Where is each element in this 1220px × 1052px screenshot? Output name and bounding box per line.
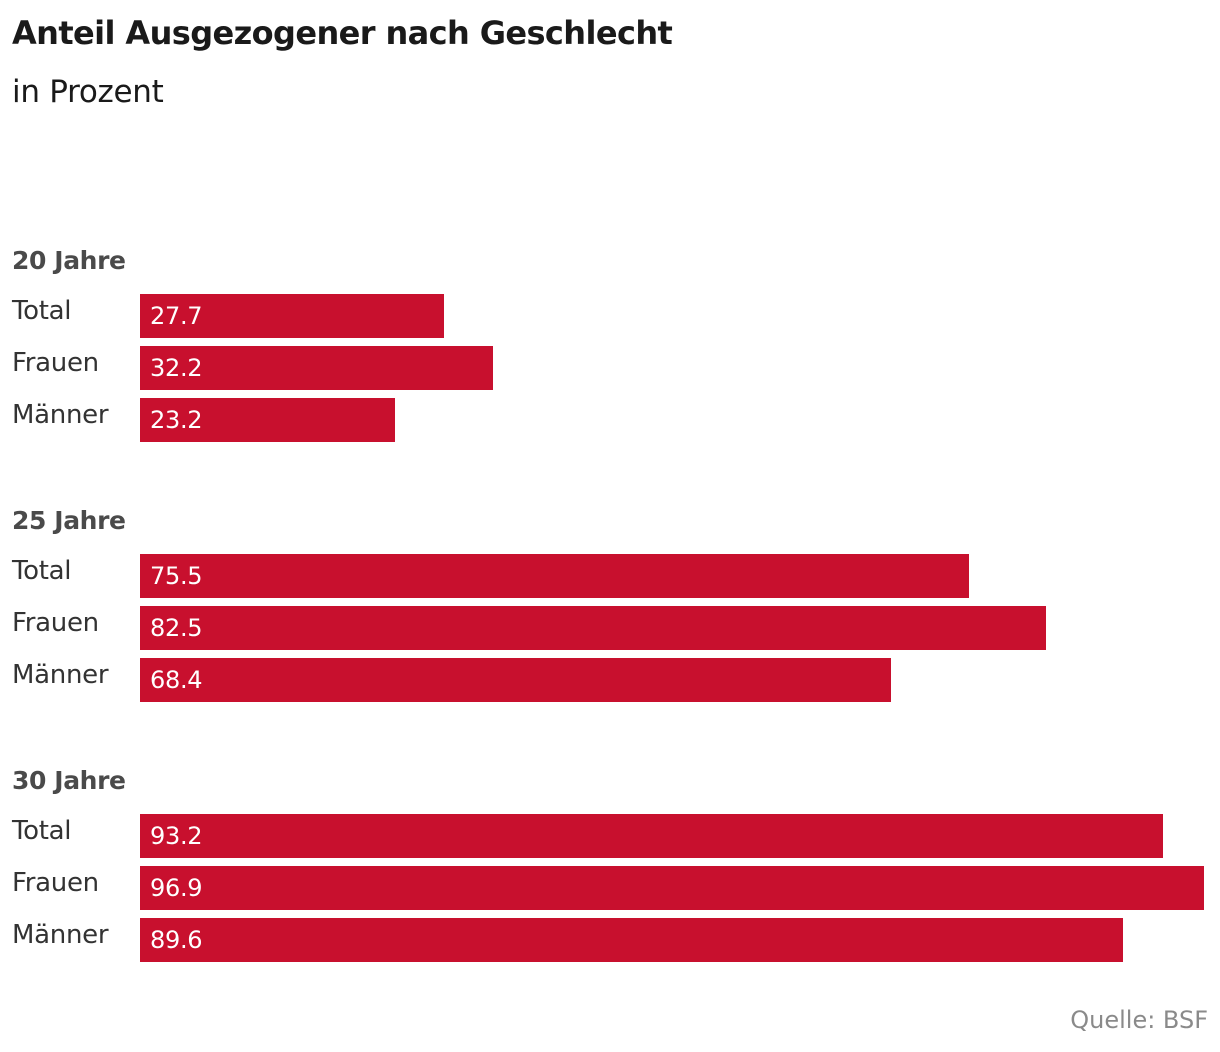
bar-value-label: 96.9 [150, 874, 203, 902]
category-label: Frauen [12, 348, 99, 378]
bar: 75.5 [140, 554, 969, 598]
chart-title: Anteil Ausgezogener nach Geschlecht [12, 14, 673, 52]
bar-value-label: 23.2 [150, 406, 203, 434]
category-label: Total [12, 556, 72, 586]
source-note: Quelle: BSF [1070, 1006, 1208, 1034]
category-label: Frauen [12, 608, 99, 638]
chart-subtitle: in Prozent [12, 74, 164, 110]
bar-value-label: 82.5 [150, 614, 203, 642]
bar-value-label: 75.5 [150, 562, 203, 590]
category-label: Männer [12, 400, 109, 430]
bar-value-label: 89.6 [150, 926, 203, 954]
group-title: 30 Jahre [12, 766, 126, 795]
bar: 68.4 [140, 658, 891, 702]
group-title: 20 Jahre [12, 246, 126, 275]
bar: 89.6 [140, 918, 1123, 962]
bar-value-label: 32.2 [150, 354, 203, 382]
group-title: 25 Jahre [12, 506, 126, 535]
bar-value-label: 93.2 [150, 822, 203, 850]
bar: 27.7 [140, 294, 444, 338]
category-label: Total [12, 296, 72, 326]
bar: 93.2 [140, 814, 1163, 858]
bar: 82.5 [140, 606, 1046, 650]
bar-value-label: 68.4 [150, 666, 203, 694]
bar: 23.2 [140, 398, 395, 442]
bar: 32.2 [140, 346, 493, 390]
category-label: Total [12, 816, 72, 846]
bar-value-label: 27.7 [150, 302, 203, 330]
category-label: Männer [12, 920, 109, 950]
category-label: Frauen [12, 868, 99, 898]
bar: 96.9 [140, 866, 1204, 910]
category-label: Männer [12, 660, 109, 690]
